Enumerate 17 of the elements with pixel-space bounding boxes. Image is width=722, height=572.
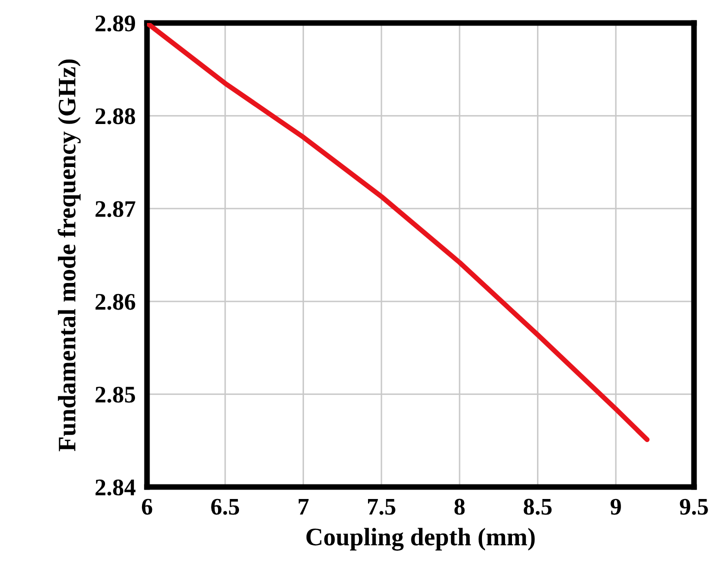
y-tick-label: 2.89	[96, 15, 136, 32]
x-tick-label: 6	[142, 498, 152, 515]
y-tick-label: 2.87	[96, 201, 136, 218]
x-axis-title: Coupling depth (mm)	[306, 528, 535, 551]
x-tick-label: 8.5	[524, 498, 552, 515]
x-tick-label: 7	[298, 499, 309, 514]
y-tick-label: 2.85	[96, 386, 136, 403]
x-tick-label: 8	[454, 498, 465, 515]
x-tick-label: 9.5	[680, 498, 708, 515]
y-axis-title: Fundamental mode frequency (GHz)	[58, 59, 81, 452]
y-tick-label: 2.88	[96, 108, 136, 124]
y-tick-label: 2.86	[96, 294, 136, 310]
x-tick-label: 9	[610, 498, 621, 515]
x-tick-label: 7.5	[368, 499, 396, 515]
x-tick-label: 6.5	[211, 498, 240, 515]
y-tick-label: 2.84	[96, 479, 136, 496]
line-series	[147, 23, 650, 442]
